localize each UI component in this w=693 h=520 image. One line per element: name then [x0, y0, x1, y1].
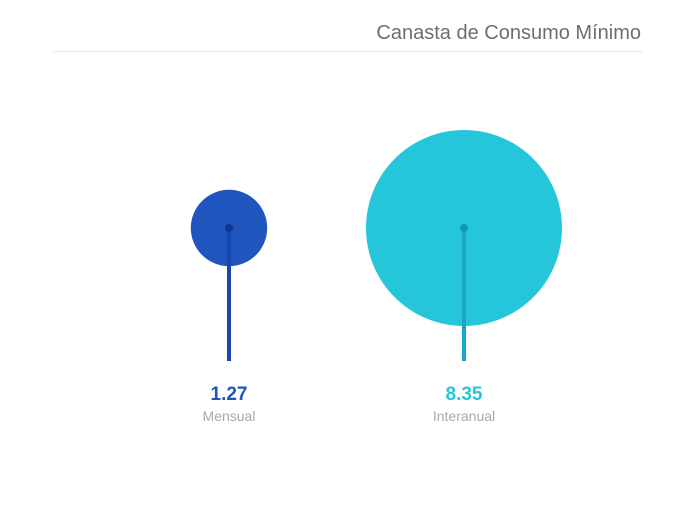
center-dot-interanual	[460, 224, 468, 232]
value-label-interanual: 8.35	[446, 384, 483, 405]
title-divider	[53, 51, 642, 52]
center-dot-mensual	[225, 224, 233, 232]
stem-mensual	[227, 228, 231, 361]
category-label-mensual: Mensual	[203, 408, 256, 424]
stem-interanual	[462, 228, 466, 361]
category-label-interanual: Interanual	[433, 408, 495, 424]
chart-title: Canasta de Consumo Mínimo	[376, 22, 641, 44]
value-label-mensual: 1.27	[211, 384, 248, 405]
